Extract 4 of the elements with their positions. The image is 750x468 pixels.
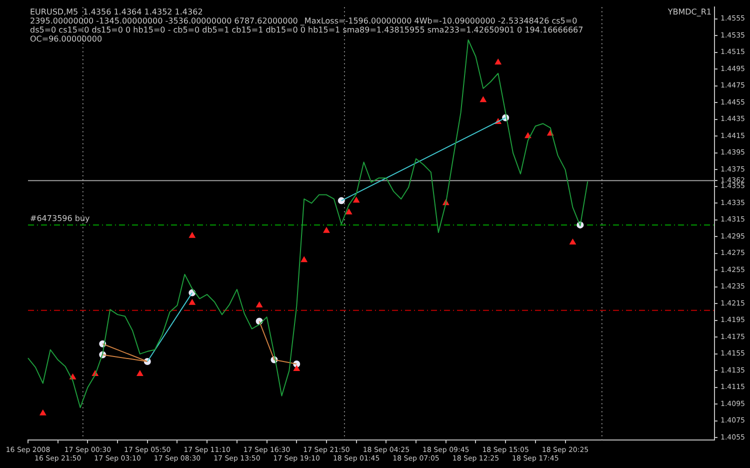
annotation: 2395.00000000 -1345.00000000 -3536.00000000 6787.62000000 _MaxLoss=-1596.00000000 4Wb=-10.09000000 -2.53348426 cs5=0 ds5=0 cs15=0 ds15=0 0 hb15=0 - cb5=0 db5=1 cb15=1 db15=0 0 hb15=1 sma89=1.43815955 sma233=1.42650901 0 194.16666667 OC=96.00000000 <box>30 16 584 44</box>
ref-line-label: #6473596 buy <box>30 214 90 224</box>
annotation: YBMDC_R1 <box>666 7 712 16</box>
annotation: EURUSD,M5 1.4356 1.4364 1.4352 1.4362 <box>30 7 203 16</box>
